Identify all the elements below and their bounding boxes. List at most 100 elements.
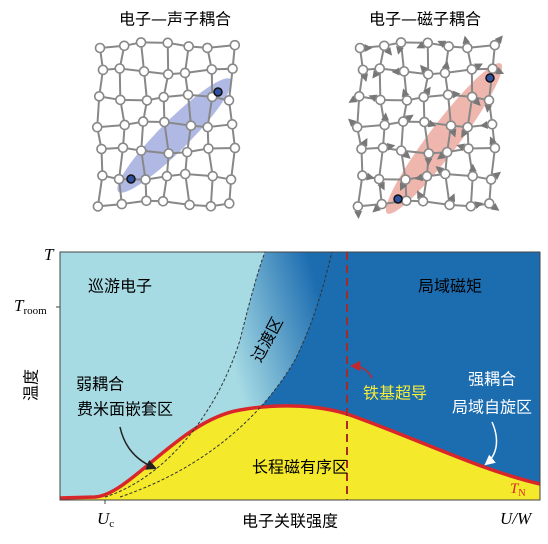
site (445, 120, 457, 131)
site (439, 67, 451, 79)
site (157, 195, 169, 207)
site (422, 37, 434, 49)
site (97, 64, 109, 76)
site (162, 68, 174, 80)
boundary (119, 251, 333, 498)
region-label: 局域磁矩 (418, 277, 482, 296)
site (375, 94, 386, 106)
y-room: Troom (14, 296, 47, 317)
x-uc-sub: c (109, 518, 114, 530)
arrow (484, 421, 498, 466)
region-label: 费米面嵌套区 (77, 400, 173, 419)
site (229, 39, 241, 51)
site (466, 91, 478, 103)
site (463, 143, 474, 154)
site (206, 64, 218, 75)
site (483, 198, 495, 209)
site (489, 142, 501, 154)
site (483, 95, 495, 106)
site (422, 68, 434, 80)
site (202, 42, 213, 54)
site (182, 89, 194, 101)
site (401, 195, 412, 207)
site (158, 91, 169, 103)
region-label: 铁基超导 (363, 384, 427, 403)
site (465, 201, 477, 212)
site (395, 37, 407, 48)
site (443, 41, 454, 52)
site (116, 198, 128, 210)
site (462, 121, 473, 133)
site (119, 119, 130, 131)
site (377, 142, 389, 154)
site (354, 42, 366, 54)
site (185, 120, 197, 131)
region-label: 弱耦合 (76, 375, 124, 394)
site (442, 89, 454, 101)
site (207, 170, 219, 182)
site (135, 145, 147, 156)
region-label: 局域自旋区 (452, 398, 532, 417)
site (356, 143, 367, 155)
site (117, 142, 129, 154)
site (97, 170, 108, 181)
site (223, 95, 235, 106)
site (379, 119, 390, 131)
site (205, 201, 217, 212)
site (159, 116, 170, 128)
site (401, 95, 413, 106)
site (397, 116, 409, 127)
site (441, 146, 453, 158)
site (421, 170, 433, 182)
electron (485, 73, 495, 83)
site (395, 145, 407, 156)
region-label: 长程磁有序区 (252, 458, 348, 477)
site (489, 39, 501, 51)
site (179, 67, 191, 79)
site (423, 148, 435, 159)
y-top: T (44, 245, 55, 264)
boundary (104, 251, 266, 498)
y-room-main: T (14, 296, 25, 315)
site (92, 201, 104, 212)
site (141, 195, 152, 207)
site (439, 168, 451, 180)
panel-title: 电子—磁子耦合 (369, 10, 481, 29)
site (114, 63, 126, 74)
site (485, 174, 497, 185)
site (486, 119, 498, 130)
site (229, 142, 241, 154)
site (462, 42, 473, 54)
site (418, 91, 429, 103)
region-label: 强耦合 (468, 370, 516, 389)
site (400, 174, 411, 185)
tn-main: T (510, 481, 520, 497)
site (162, 37, 174, 49)
site (353, 91, 365, 102)
site (163, 148, 175, 159)
site (357, 170, 368, 181)
x-label: 电子关联强度 (242, 512, 338, 531)
site (93, 91, 105, 102)
site (352, 201, 364, 212)
phase-diagram (56, 251, 541, 504)
site (467, 170, 479, 182)
arrow (119, 426, 157, 470)
site (183, 41, 194, 52)
electron (213, 87, 223, 97)
site (378, 40, 390, 52)
site (351, 121, 363, 133)
region-label: 巡游电子 (88, 277, 152, 296)
electron (393, 194, 403, 204)
site (417, 195, 429, 207)
tn-label: TN (510, 481, 526, 499)
site (373, 173, 385, 185)
site (91, 121, 103, 133)
panel-title: 电子—声子耦合 (119, 10, 231, 29)
site (357, 64, 369, 76)
site (141, 95, 153, 106)
site (179, 168, 191, 180)
site (140, 174, 151, 185)
site (444, 199, 455, 211)
region-ordered (60, 405, 540, 500)
